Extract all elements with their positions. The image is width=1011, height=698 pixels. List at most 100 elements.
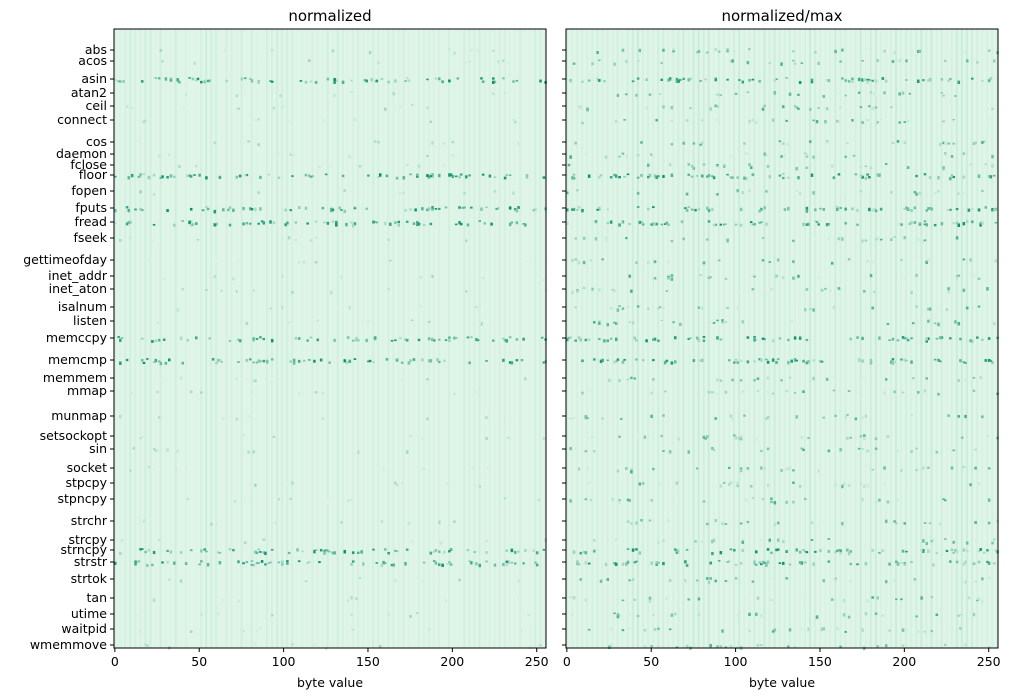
heatmap-cell bbox=[279, 94, 282, 98]
heatmap-cell bbox=[281, 563, 284, 566]
heatmap-cell bbox=[456, 77, 460, 80]
heatmap-cell bbox=[419, 305, 422, 308]
heatmap-cell bbox=[524, 377, 527, 381]
heatmap-cell bbox=[480, 207, 483, 211]
heatmap-cell bbox=[675, 79, 679, 84]
heatmap-cell bbox=[625, 59, 628, 63]
heatmap-cell bbox=[147, 258, 151, 262]
heatmap-cell bbox=[743, 142, 746, 145]
heatmap-cell bbox=[809, 29, 812, 648]
heatmap-cell bbox=[706, 435, 709, 439]
heatmap-cell bbox=[844, 79, 847, 82]
heatmap-cell bbox=[761, 237, 765, 239]
heatmap-cell bbox=[874, 93, 878, 97]
heatmap-cell bbox=[255, 551, 259, 555]
heatmap-cell bbox=[857, 77, 861, 82]
heatmap-cell bbox=[308, 561, 311, 563]
heatmap-cell bbox=[820, 288, 824, 292]
heatmap-cell bbox=[741, 191, 745, 195]
heatmap-cell bbox=[714, 104, 718, 108]
heatmap-cell bbox=[900, 29, 903, 648]
heatmap-cell bbox=[485, 551, 488, 554]
heatmap-cell bbox=[979, 548, 982, 551]
heatmap-cell bbox=[512, 191, 515, 195]
heatmap-cell bbox=[849, 550, 853, 553]
heatmap-cell bbox=[986, 287, 989, 291]
heatmap-cell bbox=[706, 238, 709, 241]
heatmap-cell bbox=[333, 80, 336, 84]
heatmap-cell bbox=[971, 77, 974, 80]
heatmap-cell bbox=[950, 466, 954, 470]
heatmap-cell bbox=[699, 79, 702, 83]
heatmap-cell bbox=[262, 551, 266, 554]
heatmap-cell bbox=[571, 208, 574, 211]
heatmap-cell bbox=[427, 359, 431, 363]
heatmap-cell bbox=[820, 519, 824, 522]
heatmap-cell bbox=[711, 391, 714, 394]
heatmap-cell bbox=[517, 550, 520, 553]
heatmap-cell bbox=[707, 390, 711, 394]
x-axis: 0 50 100 150 200 250 bbox=[563, 648, 1001, 669]
heatmap-cell bbox=[260, 29, 263, 648]
heatmap-cell bbox=[210, 522, 213, 526]
heatmap-cell bbox=[618, 155, 621, 158]
heatmap-cell bbox=[741, 320, 745, 324]
heatmap-cell bbox=[984, 359, 988, 362]
heatmap-cell bbox=[802, 549, 805, 552]
heatmap-cell bbox=[992, 59, 996, 63]
heatmap-cell bbox=[297, 206, 301, 210]
heatmap-cell bbox=[977, 174, 981, 179]
heatmap-cell bbox=[739, 522, 743, 525]
heatmap-cell bbox=[866, 78, 869, 81]
heatmap-cell bbox=[761, 259, 765, 262]
heatmap-cell bbox=[697, 207, 701, 211]
heatmap-cell bbox=[788, 92, 792, 96]
heatmap-cell bbox=[616, 308, 620, 312]
heatmap-cell bbox=[925, 377, 928, 380]
heatmap-cell bbox=[262, 337, 266, 341]
heatmap-cell bbox=[402, 29, 405, 648]
heatmap-cell bbox=[825, 377, 829, 381]
heatmap-cell bbox=[451, 141, 455, 144]
y-tick-label: stpncpy bbox=[58, 491, 108, 506]
heatmap-cell bbox=[189, 223, 193, 227]
heatmap-cell bbox=[652, 338, 655, 341]
heatmap-cell bbox=[964, 361, 967, 364]
heatmap-cell bbox=[313, 643, 316, 647]
heatmap-cell bbox=[814, 550, 817, 553]
heatmap-cell bbox=[800, 447, 804, 450]
heatmap-cell bbox=[896, 140, 900, 143]
heatmap-cell bbox=[119, 239, 122, 242]
heatmap-cell bbox=[154, 77, 158, 79]
heatmap-cell bbox=[650, 223, 653, 226]
heatmap-cell bbox=[927, 207, 930, 210]
heatmap-cell bbox=[198, 173, 201, 177]
heatmap-cell bbox=[655, 222, 658, 226]
heatmap-cell bbox=[743, 176, 746, 180]
heatmap-cell bbox=[432, 29, 435, 648]
heatmap-cell bbox=[129, 220, 132, 223]
heatmap-cell bbox=[965, 59, 969, 63]
heatmap-cell bbox=[960, 436, 964, 439]
heatmap-cell bbox=[405, 77, 409, 79]
heatmap-cell bbox=[176, 78, 179, 82]
heatmap-cell bbox=[613, 562, 616, 565]
heatmap-cell bbox=[633, 336, 637, 340]
heatmap-cell bbox=[685, 192, 689, 196]
heatmap-cell bbox=[697, 49, 701, 54]
heatmap-cell bbox=[898, 121, 901, 124]
heatmap-cell bbox=[857, 447, 861, 450]
y-axis: absacosasinatan2ceilconnectcosdaemonfclo… bbox=[23, 42, 114, 652]
y-tick-label: acos bbox=[78, 53, 107, 68]
heatmap-cell bbox=[977, 208, 981, 212]
heatmap-cell bbox=[505, 560, 509, 564]
y-tick-label: wmemmove bbox=[30, 637, 107, 652]
heatmap-cell bbox=[582, 551, 586, 553]
heatmap-cell bbox=[613, 289, 616, 293]
heatmap-cell bbox=[350, 221, 353, 224]
heatmap-cell bbox=[142, 120, 146, 124]
heatmap-cell bbox=[647, 175, 650, 179]
heatmap-cell bbox=[429, 120, 433, 124]
heatmap-cell bbox=[952, 222, 955, 225]
heatmap-cell bbox=[587, 174, 591, 178]
